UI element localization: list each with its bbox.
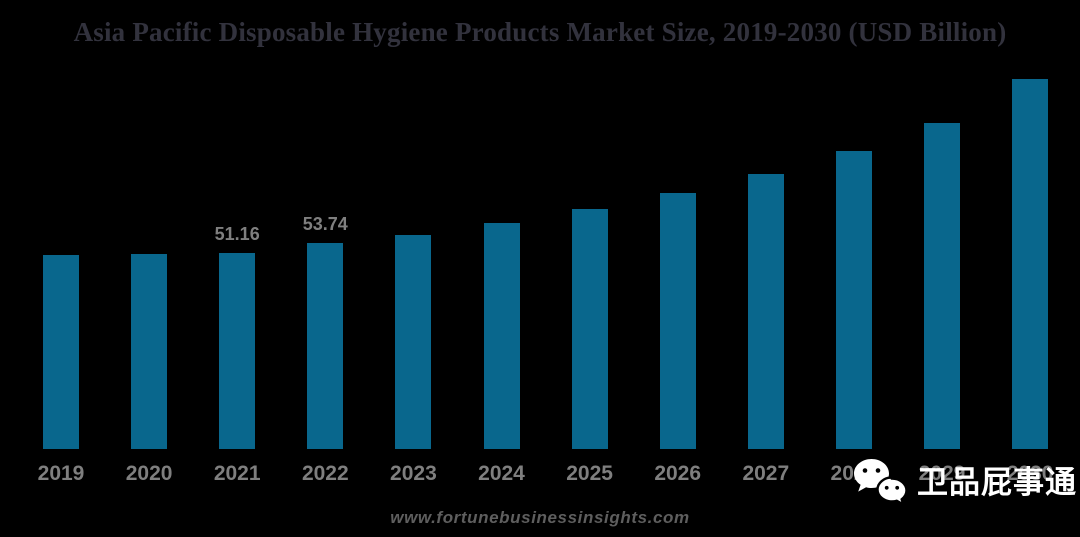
bar-2022 [307, 243, 344, 449]
x-axis-label-2026: 2026 [654, 462, 702, 485]
x-axis-label-2021: 2021 [213, 462, 261, 485]
bar-2024 [483, 223, 520, 449]
bar-2027 [747, 174, 784, 449]
bar-2023 [395, 235, 432, 449]
bar-2025 [571, 209, 608, 449]
wechat-icon [854, 459, 908, 507]
chart-title: Asia Pacific Disposable Hygiene Products… [73, 17, 1007, 47]
source-website: www.fortunebusinessinsights.com [390, 508, 690, 527]
watermark-text: 卫品屁事通 [917, 464, 1077, 501]
bar-2028 [835, 151, 872, 449]
bar-2019 [43, 255, 79, 449]
x-axis-label-2022: 2022 [301, 462, 349, 485]
bar-2021 [219, 253, 256, 449]
x-axis-label-2029: 2029 [918, 462, 966, 485]
bar-2029 [924, 123, 960, 449]
data-label-2022: 53.74 [302, 214, 348, 234]
x-axis-label-2019: 2019 [37, 462, 85, 485]
x-axis-label-2030: 2030 [1006, 462, 1054, 485]
x-axis-label-2020: 2020 [125, 462, 173, 485]
x-axis-label-2025: 2025 [566, 462, 613, 485]
bar-2020 [131, 254, 168, 449]
data-label-2021: 51.16 [214, 224, 260, 244]
bar-2030 [1012, 79, 1049, 449]
x-axis-label-2027: 2027 [742, 462, 790, 485]
watermark-badge: 卫品屁事通 [852, 457, 1077, 509]
x-axis-label-2024: 2024 [478, 462, 525, 485]
bar-2026 [659, 193, 696, 449]
x-axis-label-2023: 2023 [390, 462, 437, 485]
